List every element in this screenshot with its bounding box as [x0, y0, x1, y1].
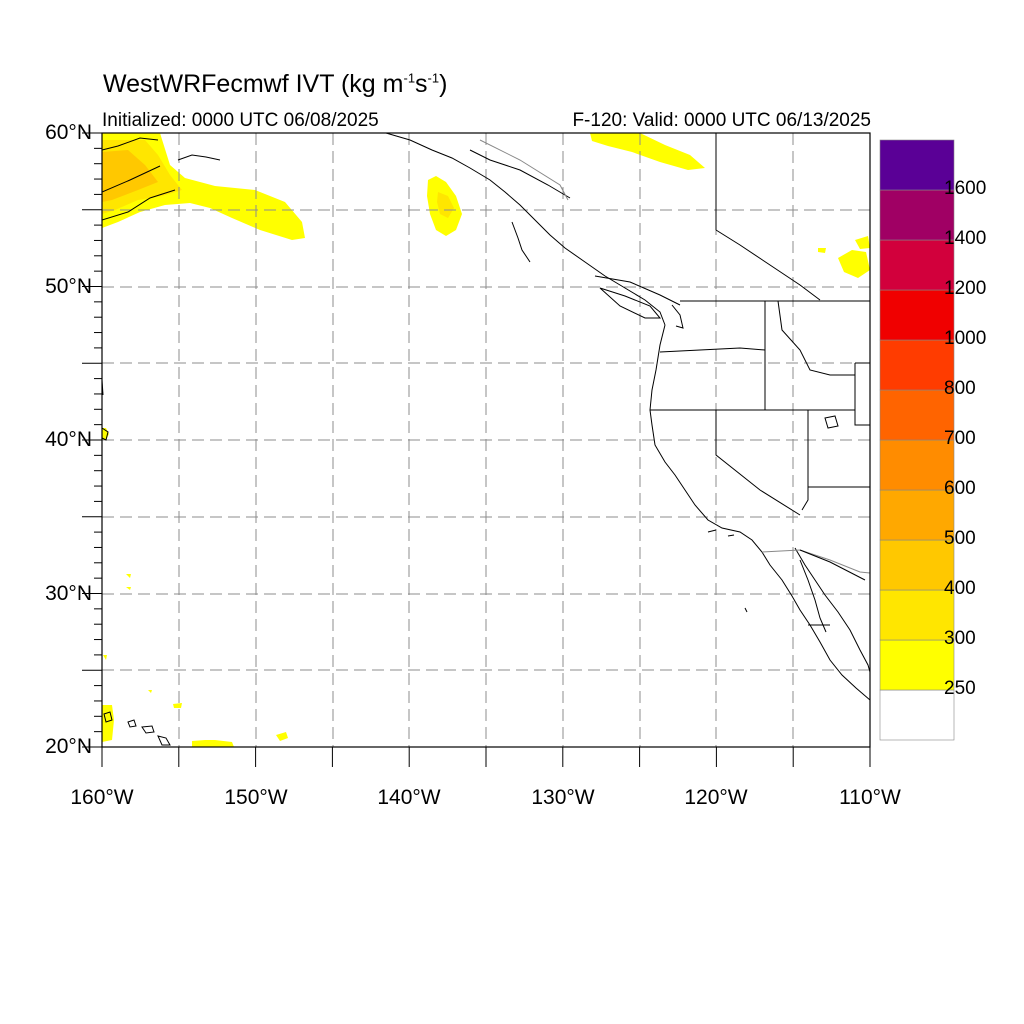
colorbar-label-400: 400 [944, 578, 976, 599]
init-time-label: Initialized: 0000 UTC 06/08/2025 [102, 110, 379, 131]
ivt-feature-gulf-alaska-inner [102, 150, 158, 202]
colorbar-label-800: 800 [944, 378, 976, 399]
colorbar-box-500 [879, 489, 955, 541]
valid-time-label: F-120: Valid: 0000 UTC 06/13/2025 [572, 110, 871, 131]
ivt-feature-north-coast [590, 133, 705, 170]
map-title: WestWRFecmwf IVT (kg m-1s-1) [103, 70, 448, 98]
colorbar-label-1600: 1600 [944, 178, 987, 199]
lon-label-140w: 140°W [377, 786, 441, 809]
colorbar-box-1600 [879, 139, 955, 191]
ivt-feature-se-alaska-core [437, 192, 454, 218]
lat-label-20n: 20°N [45, 735, 92, 758]
lon-label-150w: 150°W [224, 786, 288, 809]
tick-marks [82, 132, 871, 767]
lon-label-110w: 110°W [839, 786, 901, 809]
ivt-feature-northeast [838, 250, 870, 278]
colorbar-label-1000: 1000 [944, 328, 987, 349]
graticule [102, 133, 870, 747]
colorbar-box-1400 [879, 189, 955, 241]
colorbar-box-800 [879, 339, 955, 391]
colorbar-label-500: 500 [944, 528, 976, 549]
colorbar-box-1200 [879, 239, 955, 291]
colorbar-label-1200: 1200 [944, 278, 987, 299]
colorbar-box-250 [879, 639, 955, 691]
lon-label-130w: 130°W [531, 786, 595, 809]
ivt-feature-hawaii [102, 705, 114, 742]
colorbar-box-300 [879, 589, 955, 641]
lat-label-30n: 30°N [45, 582, 92, 605]
lat-label-40n: 40°N [45, 428, 92, 451]
colorbar-box-below [879, 689, 955, 741]
boundaries [479, 133, 870, 626]
ivt-shading [102, 133, 870, 747]
coastlines [102, 133, 870, 701]
colorbar-box-600 [879, 439, 955, 491]
colorbar-label-300: 300 [944, 628, 976, 649]
colorbar-label-250: 250 [944, 678, 976, 699]
hawaii-islands [101, 379, 171, 746]
colorbar-label-1400: 1400 [944, 228, 987, 249]
lat-label-50n: 50°N [45, 275, 92, 298]
colorbar-box-1000 [879, 289, 955, 341]
colorbar-label-700: 700 [944, 428, 976, 449]
colorbar-box-400 [879, 539, 955, 591]
colorbar [879, 139, 955, 741]
colorbar-label-600: 600 [944, 478, 976, 499]
lon-label-160w: 160°W [70, 786, 134, 809]
colorbar-box-700 [879, 389, 955, 441]
lat-label-60n: 60°N [45, 121, 92, 144]
lon-label-120w: 120°W [684, 786, 748, 809]
